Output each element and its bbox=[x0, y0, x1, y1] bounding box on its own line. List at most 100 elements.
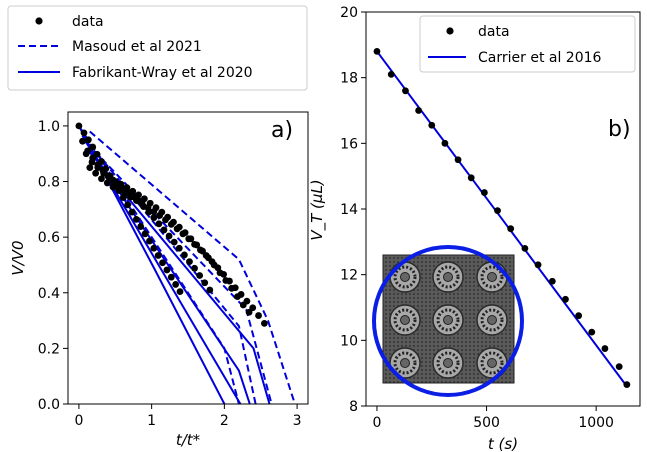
legend-b-data-marker bbox=[446, 27, 454, 35]
inset-disc-core bbox=[400, 358, 410, 368]
data-point bbox=[124, 201, 132, 209]
data-point bbox=[185, 235, 193, 243]
data-point bbox=[548, 277, 556, 285]
data-point bbox=[160, 226, 168, 234]
inset-disc-pores bbox=[436, 351, 460, 375]
y-tick-label: 18 bbox=[340, 71, 358, 87]
y-tick-label: 16 bbox=[340, 136, 358, 152]
data-point bbox=[84, 136, 92, 144]
data-point bbox=[132, 215, 140, 223]
panel-b: 0 500 1000 8 10 12 14 16 18 20 data Carrier et al… bbox=[308, 5, 641, 452]
data-point bbox=[82, 150, 90, 158]
data-point bbox=[507, 225, 515, 233]
legend-panel-b: data Carrier et al 2016 bbox=[419, 15, 636, 73]
data-point bbox=[373, 48, 381, 55]
legend-b-data-label: data bbox=[478, 24, 510, 40]
data-point bbox=[88, 158, 96, 166]
panel-b-label: b) bbox=[608, 117, 631, 142]
model-line bbox=[89, 151, 271, 404]
y-tick-label: 1.0 bbox=[38, 119, 60, 135]
panel-a-xlabel: t/t* bbox=[176, 431, 201, 449]
legend-a-masoud-label: Masoud et al 2021 bbox=[72, 39, 202, 55]
data-point bbox=[165, 232, 173, 240]
data-point bbox=[167, 220, 175, 228]
inset-disc-pores bbox=[480, 351, 504, 375]
panel-b-ylabel: V_T (µL) bbox=[308, 179, 327, 240]
data-point bbox=[146, 237, 153, 245]
y-tick-label: 0.2 bbox=[38, 341, 60, 357]
y-tick-label: 14 bbox=[340, 202, 358, 218]
data-point bbox=[243, 297, 251, 305]
inset-disc-pores bbox=[436, 265, 460, 289]
y-tick-label: 0.6 bbox=[38, 230, 60, 246]
inset-disc-pores bbox=[436, 308, 460, 332]
y-tick-label: 0.4 bbox=[38, 286, 60, 302]
data-point bbox=[237, 291, 245, 298]
data-point bbox=[588, 328, 596, 336]
data-point bbox=[137, 223, 145, 230]
data-point bbox=[521, 245, 529, 252]
legend-a-data-label: data bbox=[72, 14, 104, 30]
data-point bbox=[121, 190, 129, 198]
x-tick-label: 0 bbox=[74, 413, 83, 429]
data-point bbox=[175, 244, 183, 252]
inset-disc-core bbox=[443, 315, 453, 325]
data-point bbox=[220, 271, 228, 278]
data-point bbox=[92, 169, 100, 177]
inset-disc-core bbox=[487, 315, 497, 325]
x-tick-label: 2 bbox=[220, 413, 229, 429]
x-tick-label: 500 bbox=[473, 415, 500, 431]
data-point bbox=[441, 139, 449, 147]
y-tick-label: 10 bbox=[340, 333, 358, 349]
data-point bbox=[402, 87, 409, 95]
panel-a-ylabel: V/V0 bbox=[9, 240, 27, 275]
data-point bbox=[150, 244, 158, 252]
data-point bbox=[454, 156, 462, 164]
data-point bbox=[163, 266, 171, 274]
data-point bbox=[480, 189, 488, 196]
data-point bbox=[86, 164, 94, 172]
inset-disc-core bbox=[443, 272, 453, 282]
data-point bbox=[106, 173, 113, 181]
inset-disc-core bbox=[400, 315, 410, 325]
panel-a-frame bbox=[67, 111, 309, 405]
inset-disc-pores bbox=[393, 308, 417, 332]
data-point bbox=[562, 295, 569, 303]
data-point bbox=[249, 304, 257, 312]
data-point bbox=[111, 178, 119, 185]
data-point bbox=[172, 281, 180, 288]
data-point bbox=[79, 137, 86, 145]
inset-disc-pores bbox=[393, 351, 417, 375]
data-point bbox=[115, 187, 123, 194]
y-tick-label: 8 bbox=[349, 399, 358, 415]
data-point bbox=[109, 183, 117, 191]
data-point bbox=[255, 312, 262, 319]
data-point bbox=[534, 261, 542, 269]
data-point bbox=[231, 284, 239, 292]
x-tick-label: 0 bbox=[372, 415, 381, 431]
legend-b-carrier-label: Carrier et al 2016 bbox=[478, 50, 602, 66]
data-point bbox=[428, 121, 436, 129]
data-point bbox=[201, 279, 209, 287]
inset-highlight-circle bbox=[372, 245, 524, 397]
data-point bbox=[180, 251, 188, 259]
x-tick-label: 3 bbox=[293, 413, 302, 429]
data-point bbox=[173, 225, 181, 233]
data-point bbox=[100, 169, 108, 177]
masoud-model-line bbox=[89, 130, 296, 404]
data-point bbox=[80, 129, 88, 137]
y-tick-label: 0.8 bbox=[38, 175, 60, 191]
data-point bbox=[132, 197, 140, 204]
data-point bbox=[206, 286, 214, 294]
data-point bbox=[98, 175, 105, 183]
data-point bbox=[202, 252, 210, 259]
data-point bbox=[176, 288, 184, 296]
data-point bbox=[623, 381, 631, 389]
data-point bbox=[226, 277, 233, 285]
data-point bbox=[156, 212, 164, 219]
inset-disc-pores bbox=[480, 308, 504, 332]
y-tick-label: 12 bbox=[340, 268, 358, 284]
data-point bbox=[150, 208, 158, 215]
data-point bbox=[196, 272, 204, 279]
inset-disc-core bbox=[400, 272, 410, 282]
